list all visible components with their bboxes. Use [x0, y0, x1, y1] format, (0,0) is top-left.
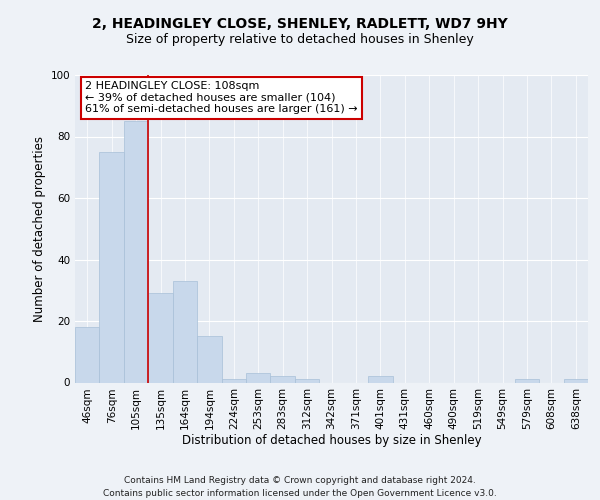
Y-axis label: Number of detached properties: Number of detached properties	[34, 136, 46, 322]
Bar	[148, 294, 173, 382]
Bar	[100, 152, 124, 382]
Bar	[75, 327, 100, 382]
Bar	[295, 380, 319, 382]
Text: 2, HEADINGLEY CLOSE, SHENLEY, RADLETT, WD7 9HY: 2, HEADINGLEY CLOSE, SHENLEY, RADLETT, W…	[92, 18, 508, 32]
Bar	[246, 374, 271, 382]
Bar	[515, 380, 539, 382]
Text: 2 HEADINGLEY CLOSE: 108sqm
← 39% of detached houses are smaller (104)
61% of sem: 2 HEADINGLEY CLOSE: 108sqm ← 39% of deta…	[85, 81, 358, 114]
Bar	[221, 380, 246, 382]
Text: Contains public sector information licensed under the Open Government Licence v3: Contains public sector information licen…	[103, 489, 497, 498]
Text: Size of property relative to detached houses in Shenley: Size of property relative to detached ho…	[126, 32, 474, 46]
Bar	[563, 380, 588, 382]
Bar	[197, 336, 221, 382]
X-axis label: Distribution of detached houses by size in Shenley: Distribution of detached houses by size …	[182, 434, 481, 446]
Bar	[173, 281, 197, 382]
Text: Contains HM Land Registry data © Crown copyright and database right 2024.: Contains HM Land Registry data © Crown c…	[124, 476, 476, 485]
Bar	[271, 376, 295, 382]
Bar	[368, 376, 392, 382]
Bar	[124, 121, 148, 382]
